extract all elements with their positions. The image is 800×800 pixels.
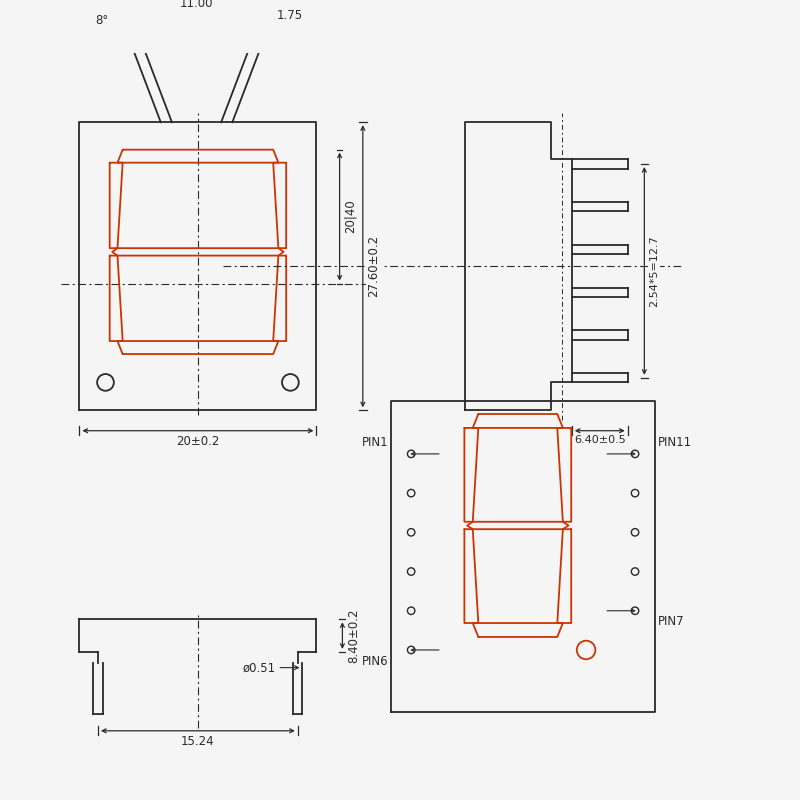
Text: 8°: 8°	[95, 14, 109, 26]
Text: 11.00: 11.00	[180, 0, 214, 10]
Text: 20±0.2: 20±0.2	[176, 435, 220, 448]
Text: 20|40: 20|40	[343, 200, 356, 234]
Text: 6.40±0.5: 6.40±0.5	[574, 435, 626, 446]
Text: PIN6: PIN6	[362, 654, 389, 668]
Text: 27.60±0.2: 27.60±0.2	[367, 235, 381, 298]
Text: 2.54*5=12.7: 2.54*5=12.7	[649, 235, 659, 306]
Text: ø0.51: ø0.51	[242, 661, 275, 674]
Text: PIN11: PIN11	[658, 436, 693, 450]
Text: 15.24: 15.24	[181, 735, 214, 749]
Text: 1.75: 1.75	[277, 9, 303, 22]
Text: PIN1: PIN1	[362, 436, 389, 450]
Text: PIN7: PIN7	[658, 615, 685, 629]
Text: 8.40±0.2: 8.40±0.2	[347, 608, 360, 663]
